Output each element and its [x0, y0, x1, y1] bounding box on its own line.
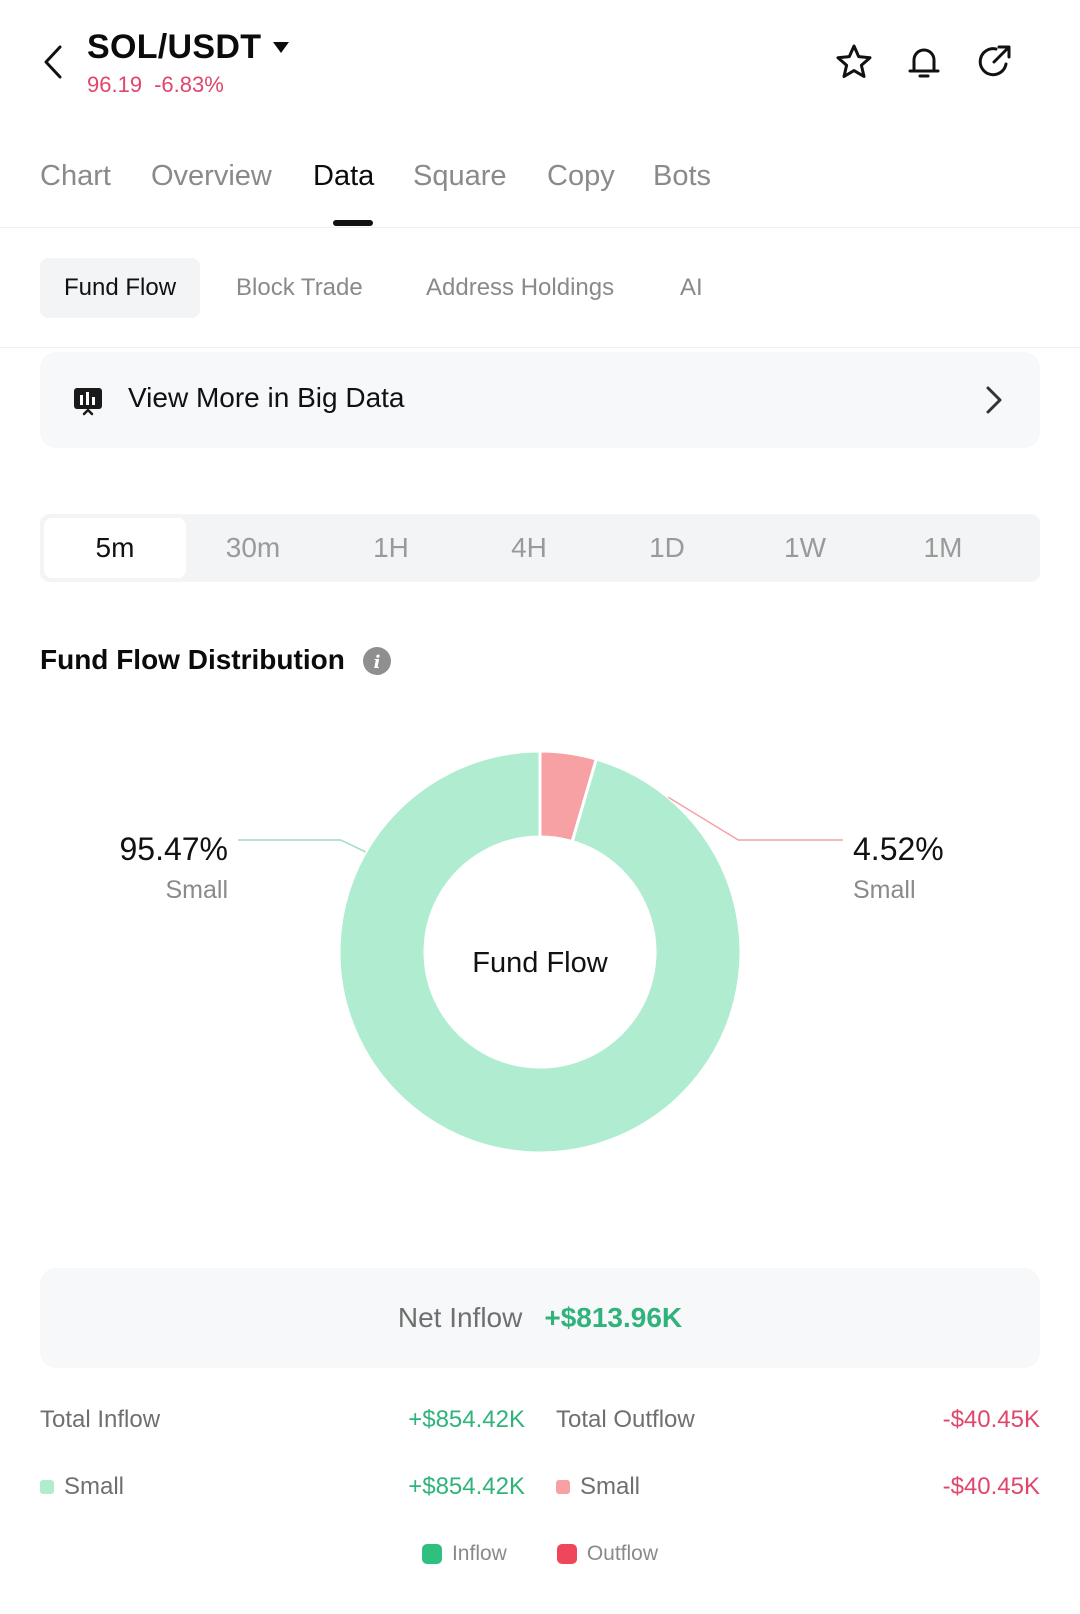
- header: SOL/USDT 96.19 -6.83%: [0, 0, 1080, 120]
- chart-board-icon: [74, 388, 102, 416]
- fund-flow-donut-chart: Fund Flow 95.47% Small 4.52% Small: [119, 749, 944, 1155]
- big-data-banner[interactable]: View More in Big Data: [40, 352, 1040, 448]
- main-tabs: Chart Overview Data Square Copy Bots: [0, 150, 1080, 228]
- tab-data[interactable]: Data: [313, 160, 375, 192]
- banner-text: View More in Big Data: [128, 382, 405, 413]
- legend-inflow-label: Inflow: [451, 1542, 507, 1565]
- slice-value-label-inflow: 95.47%: [119, 831, 228, 867]
- time-range-selector: 5m 30m 1H 4H 1D 1W 1M: [40, 514, 1040, 582]
- slice-value-label-outflow: 4.52%: [853, 831, 944, 867]
- inflow-small-row: Small: [40, 1473, 124, 1501]
- subtab-block-trade[interactable]: Block Trade: [236, 274, 363, 301]
- legend-inflow-swatch: [421, 1544, 442, 1564]
- subtab-address-holdings[interactable]: Address Holdings: [426, 274, 615, 301]
- price-change: -6.83%: [154, 72, 224, 97]
- net-inflow-label: Net Inflow: [397, 1302, 523, 1333]
- chevron-right-icon: [986, 386, 1002, 414]
- caret-down-icon: [273, 42, 290, 53]
- back-icon[interactable]: [36, 40, 70, 84]
- legend-outflow[interactable]: Outflow: [556, 1542, 659, 1566]
- range-5m[interactable]: 5m: [44, 518, 186, 578]
- share-icon[interactable]: [972, 40, 1016, 84]
- range-4h[interactable]: 4H: [511, 532, 547, 563]
- tab-bots[interactable]: Bots: [653, 160, 712, 192]
- tab-overview[interactable]: Overview: [151, 160, 272, 192]
- subtab-ai[interactable]: AI: [680, 274, 703, 301]
- total-inflow-value: +$854.42K: [408, 1406, 525, 1433]
- subtab-fund-flow[interactable]: Fund Flow: [40, 258, 201, 318]
- section-title: Fund Flow Distribution: [40, 644, 345, 675]
- info-icon[interactable]: i: [362, 646, 392, 676]
- donut-slice-inflow: [337, 749, 743, 1155]
- legend-outflow-label: Outflow: [586, 1542, 659, 1565]
- range-1d[interactable]: 1D: [649, 532, 685, 563]
- legend-inflow[interactable]: Inflow: [421, 1542, 507, 1566]
- tab-copy[interactable]: Copy: [547, 160, 615, 192]
- net-inflow-card: Net Inflow +$813.96K: [40, 1268, 1040, 1368]
- outflow-small-value: -$40.45K: [942, 1473, 1040, 1500]
- range-1m[interactable]: 1M: [923, 532, 963, 563]
- svg-text:i: i: [374, 652, 381, 673]
- sub-tabs: Fund Flow Block Trade Address Holdings A…: [0, 228, 1080, 348]
- chart-legend: Inflow Outflow: [0, 1542, 1080, 1566]
- bell-icon[interactable]: [902, 40, 946, 84]
- legend-outflow-swatch: [556, 1544, 577, 1564]
- pair-title: SOL/USDT: [87, 28, 262, 66]
- total-outflow-label: Total Outflow: [556, 1406, 695, 1433]
- pair-selector[interactable]: SOL/USDT: [87, 28, 290, 67]
- last-price: 96.19: [87, 72, 143, 97]
- tab-chart[interactable]: Chart: [40, 160, 111, 192]
- range-30m[interactable]: 30m: [225, 532, 281, 563]
- range-1h[interactable]: 1H: [373, 532, 409, 563]
- inflow-small-label: Small: [64, 1473, 125, 1500]
- total-inflow-label: Total Inflow: [40, 1406, 161, 1433]
- tab-square[interactable]: Square: [413, 160, 507, 192]
- total-outflow-value: -$40.45K: [942, 1406, 1040, 1433]
- inflow-small-value: +$854.42K: [408, 1473, 525, 1500]
- inflow-small-swatch: [40, 1480, 54, 1494]
- donut-center-label: Fund Flow: [472, 947, 608, 979]
- slice-name-label-outflow: Small: [853, 876, 916, 904]
- range-1w[interactable]: 1W: [784, 532, 826, 563]
- leader-line-inflow: [238, 839, 366, 853]
- outflow-small-swatch: [556, 1480, 570, 1494]
- price-row: 96.19 -6.83%: [87, 72, 224, 98]
- star-icon[interactable]: [832, 40, 876, 84]
- outflow-small-row: Small: [556, 1473, 640, 1501]
- slice-name-label-inflow: Small: [165, 876, 228, 904]
- active-tab-indicator: [333, 220, 373, 226]
- outflow-small-label: Small: [580, 1473, 641, 1500]
- leader-line-outflow: [667, 796, 843, 841]
- net-inflow-value: +$813.96K: [544, 1302, 683, 1333]
